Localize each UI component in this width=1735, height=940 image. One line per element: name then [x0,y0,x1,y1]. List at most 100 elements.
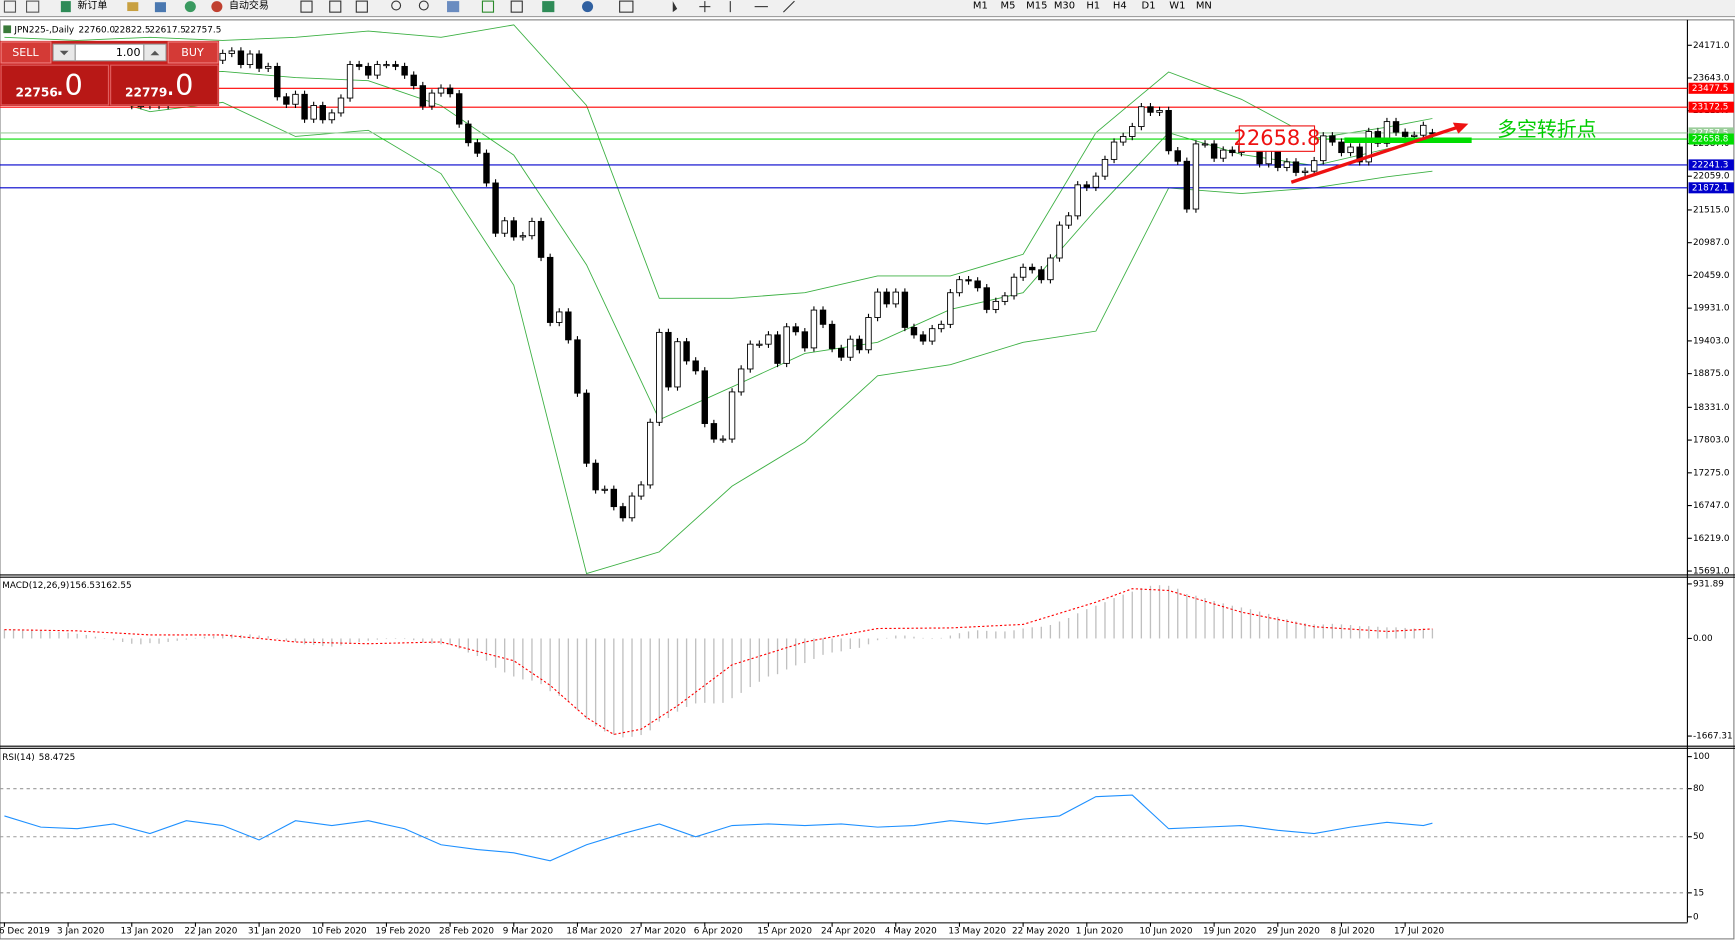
candle-body [1038,269,1045,281]
macd-bar [1386,627,1388,639]
candle-body [656,331,663,423]
rsi-line [4,794,1433,862]
macd-bar [1240,607,1243,639]
macd-bar [822,638,824,655]
macd-bar [294,638,297,642]
annotation-box [1238,125,1316,152]
timeframe-button[interactable]: M15 [1026,1,1047,12]
candle-body [401,65,408,76]
price-line-label: 21872.1 [1692,183,1729,193]
macd-bar [1031,627,1033,639]
candle-body [1356,146,1363,163]
macd-bar [176,638,178,641]
price-line-label-bg [1688,101,1734,113]
macd-bar [749,638,751,688]
candle-body [437,87,445,94]
timeframe-button[interactable]: D1 [1142,1,1156,12]
macd-bar [76,633,78,639]
candle-body [392,64,399,67]
buy-price[interactable]: 22779 [125,85,167,99]
macd-bar [767,638,770,677]
macd-bar [185,638,187,640]
candle-body [264,65,272,69]
macd-bar [685,638,688,707]
macd-bar [585,638,588,720]
macd-bar [776,638,779,675]
candle-body [892,291,899,305]
chart-window [0,19,1735,940]
timeframe-button[interactable]: M30 [1054,1,1075,12]
volume-value[interactable]: 1.00 [116,46,141,59]
candle-body [865,317,872,351]
candle-body [810,309,818,349]
x-tick-label: 10 Feb 2020 [312,927,367,937]
new-order-button[interactable]: 新订单 [77,0,107,12]
y-tick-label: 0 [1693,912,1699,922]
x-tick-label: 13 Jan 2020 [121,927,174,937]
macd-bar [494,638,497,668]
candle-body [1229,149,1236,154]
buy-label[interactable]: BUY [181,46,204,59]
timeframe-button[interactable]: MN [1196,1,1212,12]
y-tick-label: 23643.0 [1693,74,1730,84]
candle-body [1192,143,1200,210]
candle-body [565,311,572,341]
candle-body [1320,135,1327,162]
macd-bar [194,637,197,639]
candle-body [574,339,581,394]
timeframe-button[interactable]: H1 [1086,1,1100,12]
x-tick-label: 16 Dec 2019 [0,927,50,937]
candle-body [1420,124,1427,136]
macd-bar [440,638,442,645]
timeframe-button[interactable]: M5 [1001,1,1016,12]
candle-body [1329,135,1336,143]
trend-arrow [1290,125,1459,184]
sell-price[interactable]: 22756 [15,85,57,99]
macd-bar [1268,613,1270,639]
macd-bar [3,629,6,639]
macd-bar [94,636,97,639]
macd-bar [212,636,215,639]
sell-button[interactable] [0,41,52,64]
macd-bar [740,638,742,693]
y-tick-label: 15691.0 [1693,567,1730,577]
timeframe-button[interactable]: W1 [1169,1,1185,12]
macd-bar [1158,585,1161,639]
macd-bar [422,638,424,643]
macd-bar [913,636,915,639]
candle-body [1129,126,1136,137]
macd-bar [1295,621,1297,639]
y-tick-label: 20987.0 [1693,238,1730,248]
macd-main-value: 156.53 [70,581,101,591]
buy-button[interactable] [167,41,219,64]
timeframe-button[interactable]: H4 [1113,1,1127,12]
macd-bar [21,629,24,639]
candle-body [965,279,972,282]
y-tick-label: 0.00 [1693,634,1713,644]
macd-bar [704,638,706,703]
y-tick-label: 17275.0 [1693,468,1730,478]
price-line-label-bg [1688,82,1734,94]
y-tick-label: 20459.0 [1693,271,1730,281]
buy-price-fraction[interactable]: .0 [166,68,193,102]
timeframe-button[interactable]: M1 [973,1,988,12]
price-line-label: 22241.3 [1692,160,1729,170]
candle-body [1019,266,1027,278]
sell-price-box[interactable] [0,64,109,106]
candle-body [838,348,845,358]
macd-bar [758,638,761,682]
buy-price-box[interactable] [110,64,219,106]
macd-bar [1340,624,1343,639]
macd-bar [458,638,460,649]
price-panel [0,24,1688,575]
candle-body [1201,143,1209,146]
annotation-price: 22658.8 [1233,126,1320,150]
candle-body [956,279,963,294]
macd-bar [140,638,142,645]
sell-price-fraction[interactable]: .0 [55,68,82,102]
price-line-label: 22757.5 [1692,128,1729,138]
macd-bar [1231,605,1233,639]
auto-trading-button[interactable]: 自动交易 [229,0,269,12]
sell-label[interactable]: SELL [12,46,39,59]
macd-bar [1377,626,1379,639]
